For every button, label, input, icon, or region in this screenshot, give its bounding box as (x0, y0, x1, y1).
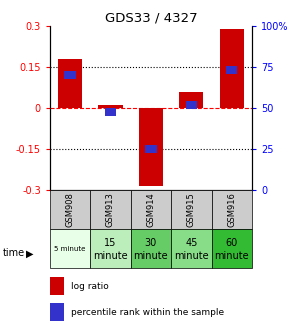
Text: GSM916: GSM916 (227, 192, 236, 227)
Bar (64, 71, 76, 79)
Bar (179, 92, 203, 108)
Text: 30: 30 (145, 238, 157, 248)
Text: 15: 15 (104, 238, 117, 248)
Bar (171, 190, 212, 229)
Text: 45: 45 (185, 238, 197, 248)
Bar (131, 190, 171, 229)
Bar (105, 108, 116, 116)
Bar (90, 229, 131, 268)
Bar (98, 105, 122, 108)
Text: minute: minute (214, 251, 249, 261)
Bar (212, 229, 252, 268)
Bar (58, 59, 82, 108)
Text: minute: minute (93, 251, 128, 261)
Text: GSM915: GSM915 (187, 192, 196, 227)
Bar (171, 229, 212, 268)
Bar (90, 190, 131, 229)
Text: minute: minute (174, 251, 209, 261)
Title: GDS33 / 4327: GDS33 / 4327 (105, 12, 197, 25)
Bar (212, 190, 252, 229)
Text: percentile rank within the sample: percentile rank within the sample (71, 308, 224, 317)
Text: 60: 60 (226, 238, 238, 248)
Bar (220, 29, 244, 108)
Bar (186, 101, 197, 109)
Bar (131, 229, 171, 268)
Text: time: time (3, 249, 25, 258)
Bar (50, 190, 90, 229)
Bar (50, 277, 64, 295)
Bar (50, 229, 90, 268)
Text: log ratio: log ratio (71, 282, 109, 291)
Text: GSM914: GSM914 (146, 192, 155, 227)
Bar (226, 66, 237, 74)
Text: ▶: ▶ (26, 249, 34, 258)
Bar (139, 108, 163, 185)
Text: 5 minute: 5 minute (54, 246, 86, 251)
Bar (145, 145, 156, 153)
Text: GSM913: GSM913 (106, 192, 115, 227)
Bar (50, 303, 64, 321)
Text: GSM908: GSM908 (66, 192, 74, 227)
Text: minute: minute (134, 251, 168, 261)
